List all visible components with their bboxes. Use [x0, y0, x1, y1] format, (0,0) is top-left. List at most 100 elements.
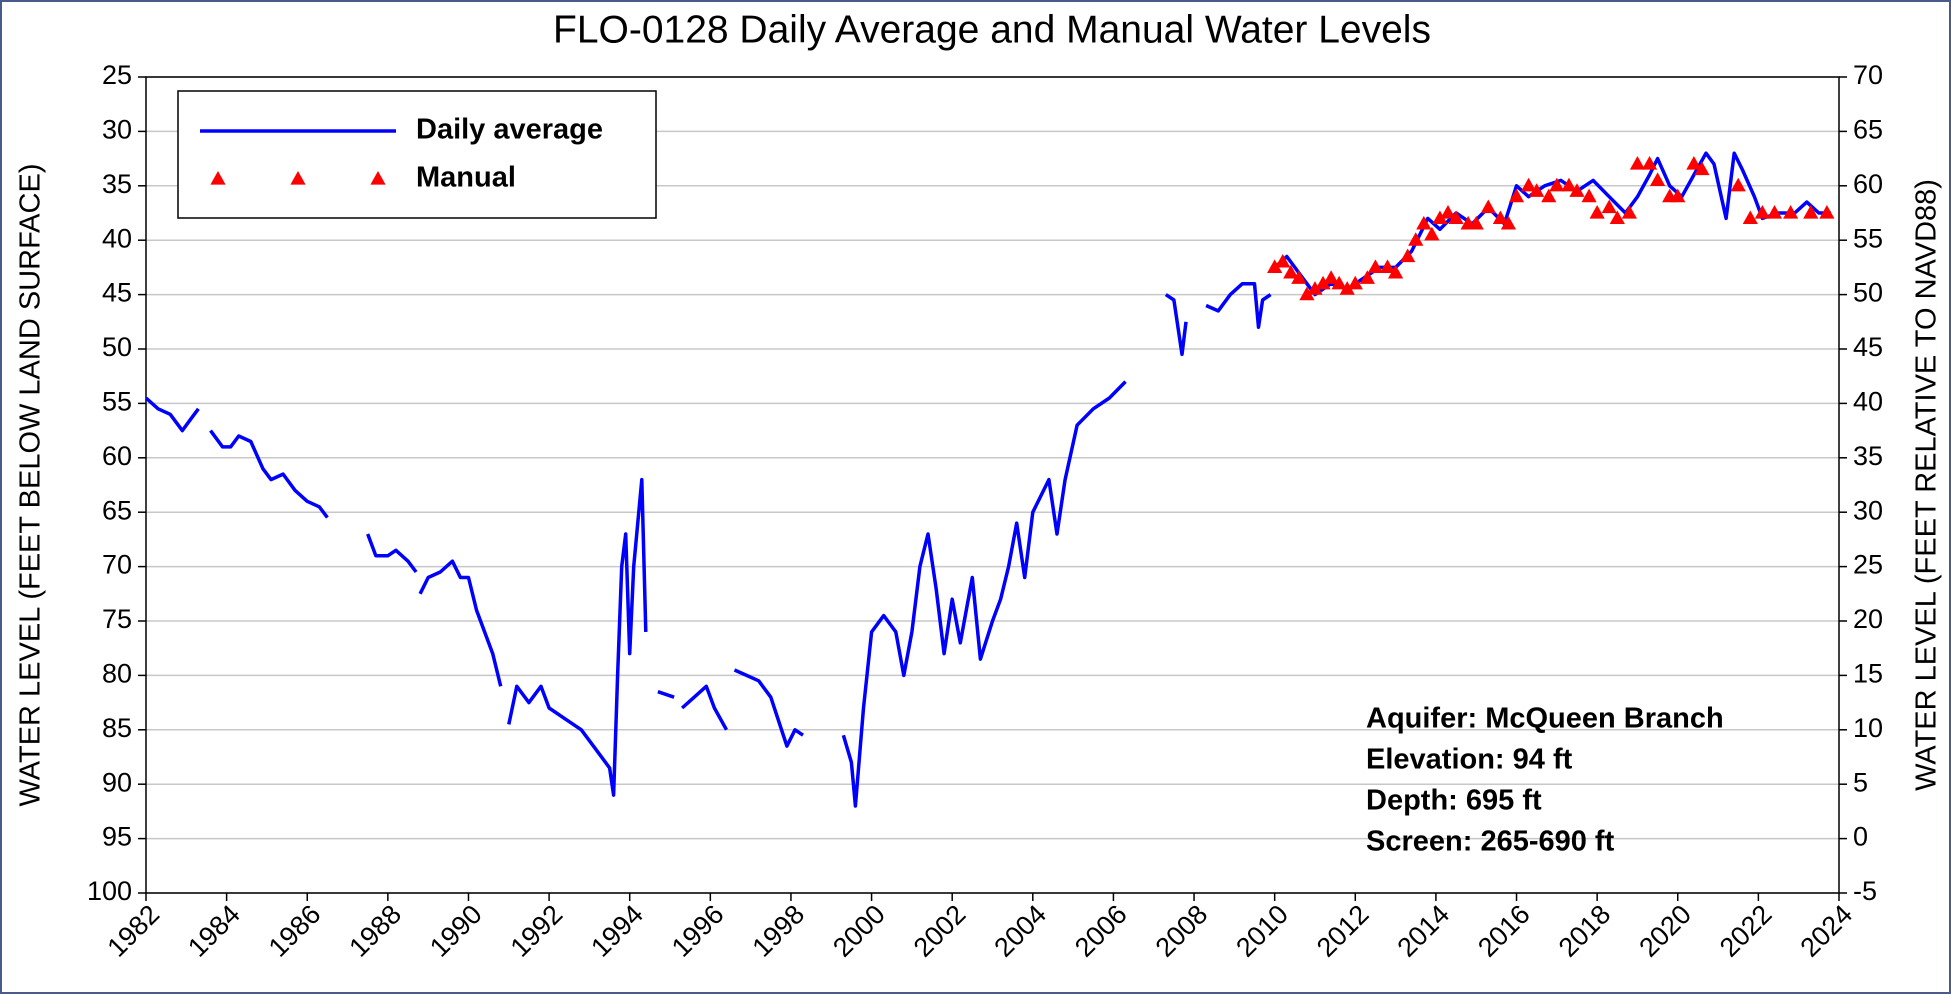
data-point — [1379, 259, 1396, 273]
y2-tick-label: 50 — [1853, 278, 1883, 308]
data-point — [1730, 177, 1746, 192]
data-point — [1323, 270, 1339, 284]
y-tick-label: 45 — [102, 278, 132, 308]
y2-tick-label: 0 — [1853, 822, 1868, 852]
data-point — [1275, 253, 1291, 268]
data-point — [1291, 270, 1307, 284]
data-line — [680, 684, 729, 731]
data-point — [1629, 156, 1646, 170]
x-tick-label: 1996 — [666, 899, 730, 963]
y-tick-label: 75 — [102, 604, 132, 634]
data-point — [1283, 264, 1299, 279]
y-tick-label: 65 — [102, 495, 132, 525]
x-tick-label: 2006 — [1069, 899, 1133, 963]
data-point — [1561, 177, 1577, 192]
x-tick-label: 2004 — [988, 899, 1052, 963]
x-tick-label: 2018 — [1553, 899, 1617, 963]
y-tick-label: 100 — [87, 876, 132, 906]
data-line — [507, 477, 648, 797]
data-point — [1803, 205, 1819, 219]
data-point — [1581, 188, 1597, 203]
data-point — [1400, 248, 1416, 263]
data-point — [1440, 205, 1456, 219]
data-point — [1521, 177, 1537, 192]
data-point — [1480, 199, 1496, 214]
data-point — [1621, 205, 1637, 219]
data-point — [1742, 210, 1758, 225]
x-tick-label: 2024 — [1795, 899, 1859, 963]
data-line — [144, 396, 200, 433]
y2-tick-label: -5 — [1853, 876, 1877, 906]
y-tick-label: 90 — [102, 767, 132, 797]
y-tick-label: 80 — [102, 659, 132, 689]
data-point — [1686, 156, 1702, 170]
data-point — [1549, 177, 1565, 192]
data-point — [1529, 183, 1545, 197]
y2-tick-label: 70 — [1853, 60, 1883, 90]
x-tick-label: 2008 — [1150, 899, 1214, 963]
y-tick-label: 30 — [102, 115, 132, 145]
y2-tick-label: 40 — [1853, 387, 1883, 417]
y2-tick-label: 45 — [1853, 332, 1883, 362]
x-tick-label: 2020 — [1633, 899, 1697, 963]
data-point — [1448, 210, 1464, 225]
data-point — [1541, 188, 1557, 203]
data-point — [1408, 232, 1424, 246]
y-tick-label: 50 — [102, 332, 132, 362]
x-tick-label: 2014 — [1391, 899, 1455, 963]
x-tick-label: 2016 — [1472, 899, 1536, 963]
x-tick-label: 2002 — [908, 899, 972, 963]
data-point — [1367, 259, 1384, 273]
legend-marker — [210, 171, 226, 185]
x-tick-label: 1990 — [424, 899, 488, 963]
annotation: Elevation: 94 ft — [1366, 744, 1573, 776]
data-point — [1387, 264, 1404, 279]
annotation: Screen: 265-690 ft — [1366, 826, 1615, 858]
y2-tick-label: 30 — [1853, 495, 1883, 525]
data-point — [1500, 215, 1517, 230]
data-point — [1694, 161, 1710, 176]
y2-tick-label: 20 — [1853, 604, 1883, 634]
data-point — [1819, 205, 1835, 219]
y-tick-label: 95 — [102, 822, 132, 852]
legend-marker — [370, 171, 386, 185]
legend-label: Daily average — [416, 114, 603, 146]
legend-box — [177, 90, 657, 219]
annotation: Depth: 695 ft — [1366, 785, 1542, 817]
y-axis-label: WATER LEVEL (FEET BELOW LAND SURFACE) — [15, 164, 47, 807]
data-point — [1307, 281, 1323, 295]
data-point — [1670, 188, 1686, 203]
data-point — [1331, 275, 1347, 290]
x-tick-label: 1988 — [343, 899, 407, 963]
y2-tick-label: 10 — [1853, 713, 1883, 743]
data-line — [366, 533, 418, 574]
chart-title: FLO-0128 Daily Average and Manual Water … — [553, 8, 1431, 51]
y-tick-label: 70 — [102, 550, 132, 580]
y2-tick-label: 5 — [1853, 767, 1868, 797]
y-tick-label: 25 — [102, 60, 132, 90]
data-line — [657, 690, 675, 699]
legend-label: Manual — [416, 162, 516, 194]
x-tick-label: 2000 — [827, 899, 891, 963]
data-line — [1205, 281, 1272, 329]
data-point — [1339, 281, 1355, 295]
data-point — [1650, 172, 1666, 186]
x-tick-label: 1998 — [747, 899, 811, 963]
data-point — [1267, 259, 1283, 273]
data-point — [1641, 156, 1658, 170]
data-point — [1432, 210, 1448, 225]
y2-axis-label: WATER LEVEL (FEET RELATIVE TO NAVD88) — [1911, 179, 1943, 791]
data-point — [1359, 270, 1375, 284]
x-tick-label: 1992 — [505, 899, 569, 963]
data-point — [1508, 188, 1525, 203]
y2-tick-label: 65 — [1853, 115, 1883, 145]
data-point — [1492, 210, 1508, 225]
data-point — [1609, 210, 1625, 225]
x-tick-label: 2010 — [1230, 899, 1294, 963]
data-point — [1754, 205, 1771, 219]
y-tick-label: 85 — [102, 713, 132, 743]
y2-tick-label: 60 — [1853, 169, 1883, 199]
x-tick-label: 2012 — [1311, 899, 1375, 963]
